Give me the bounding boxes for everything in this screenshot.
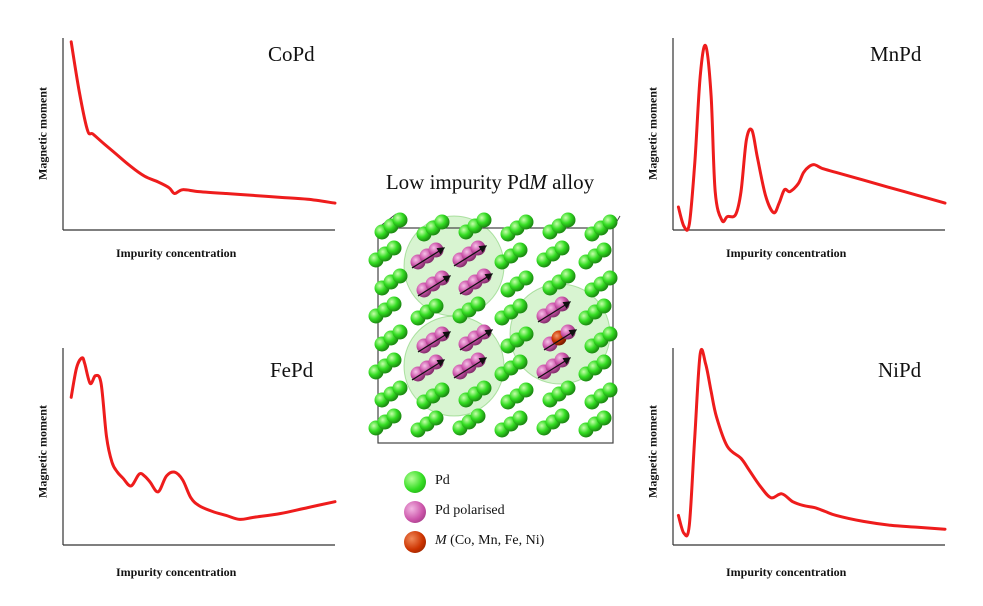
chart-svg [672, 347, 947, 546]
pd-atom [476, 212, 492, 228]
pd-atom [554, 240, 570, 256]
pd-atom [518, 270, 534, 286]
pd-atom [560, 380, 576, 396]
chart-title: FePd [270, 358, 314, 382]
pd-atom [470, 296, 486, 312]
pd-atom [512, 242, 528, 258]
pd-atom [476, 380, 492, 396]
pd-atom [434, 214, 450, 230]
pd-atom [602, 326, 618, 342]
chart-mnpd: MnPd Magnetic moment Impurity concentrat… [640, 30, 950, 270]
spin-arrow [459, 273, 494, 295]
legend-label: Pd polarised [435, 503, 505, 518]
chart-copd: CoPd Magnetic moment Impurity concentrat… [30, 30, 340, 270]
pd-atom [386, 240, 402, 256]
pd-atom [596, 410, 612, 426]
chart-svg [672, 38, 947, 232]
pd-atom [560, 268, 576, 284]
pd-atom [392, 268, 408, 284]
pd-atom [434, 382, 450, 398]
pd-atom [518, 326, 534, 342]
magnetic-moment-curve [676, 43, 947, 232]
spin-arrow [459, 329, 494, 351]
pd-atom [386, 296, 402, 312]
pd-atom [596, 354, 612, 370]
y-axis-label: Magnetic moment [645, 405, 660, 498]
magnetic-moment-curve [69, 356, 337, 521]
chart-svg [62, 348, 337, 546]
magnetic-moment-curve [676, 347, 947, 538]
title-prefix: Low impurity Pd [385, 170, 530, 194]
pd-atom [602, 270, 618, 286]
chart-title: CoPd [268, 42, 315, 66]
legend-label: M (Co, Mn, Fe, Ni) [435, 533, 544, 549]
spin-arrow [453, 245, 488, 267]
legend-rest: (Co, Mn, Fe, Ni) [446, 533, 545, 548]
spin-arrow [411, 359, 446, 381]
pd-atom [392, 380, 408, 396]
pd-atom [428, 410, 444, 426]
pd-atom [518, 214, 534, 230]
y-axis-label: Magnetic moment [35, 87, 50, 180]
pd-atom [470, 408, 486, 424]
title-suffix: alloy [546, 170, 595, 194]
chart-title: MnPd [870, 42, 922, 66]
title-italic: M [529, 170, 547, 194]
x-axis-label: Impurity concentration [726, 565, 847, 579]
lattice-illustration [368, 212, 621, 444]
pd-atom [602, 214, 618, 230]
pd-atom [512, 354, 528, 370]
pd-atom [560, 212, 576, 228]
pd-atom [602, 382, 618, 398]
pd-atom [386, 352, 402, 368]
pd-atom [428, 298, 444, 314]
impurity-atom-swatch [404, 531, 426, 553]
pd-atom [596, 242, 612, 258]
pd-atom [512, 298, 528, 314]
legend-italic: M [435, 533, 447, 548]
pd-atom [596, 298, 612, 314]
pd-atom [518, 382, 534, 398]
spin-arrow [417, 331, 452, 353]
pd-atom [392, 324, 408, 340]
polarised-atom-swatch [404, 501, 426, 523]
pd-atom [392, 212, 408, 228]
x-axis-label: Impurity concentration [726, 246, 847, 260]
pd-atom [554, 408, 570, 424]
y-axis-label: Magnetic moment [35, 405, 50, 498]
chart-nipd: NiPd Magnetic moment Impurity concentrat… [640, 340, 950, 585]
spin-arrow [543, 329, 578, 351]
spin-arrow [537, 357, 572, 379]
pd-atom [512, 410, 528, 426]
pd-atom [386, 408, 402, 424]
chart-title: NiPd [878, 358, 922, 382]
chart-svg [62, 38, 337, 231]
lattice-title: Low impurity PdM alloy [330, 170, 650, 195]
magnetic-moment-curve [69, 40, 337, 205]
spin-arrow [453, 357, 488, 379]
chart-fepd: FePd Magnetic moment Impurity concentrat… [30, 340, 340, 585]
pd-atom-swatch [404, 471, 426, 493]
x-axis-label: Impurity concentration [116, 565, 237, 579]
spin-arrow [537, 301, 572, 323]
spin-arrow [411, 247, 446, 269]
x-axis-label: Impurity concentration [116, 246, 237, 260]
legend-label: Pd [435, 473, 450, 488]
spin-arrow [417, 275, 452, 297]
